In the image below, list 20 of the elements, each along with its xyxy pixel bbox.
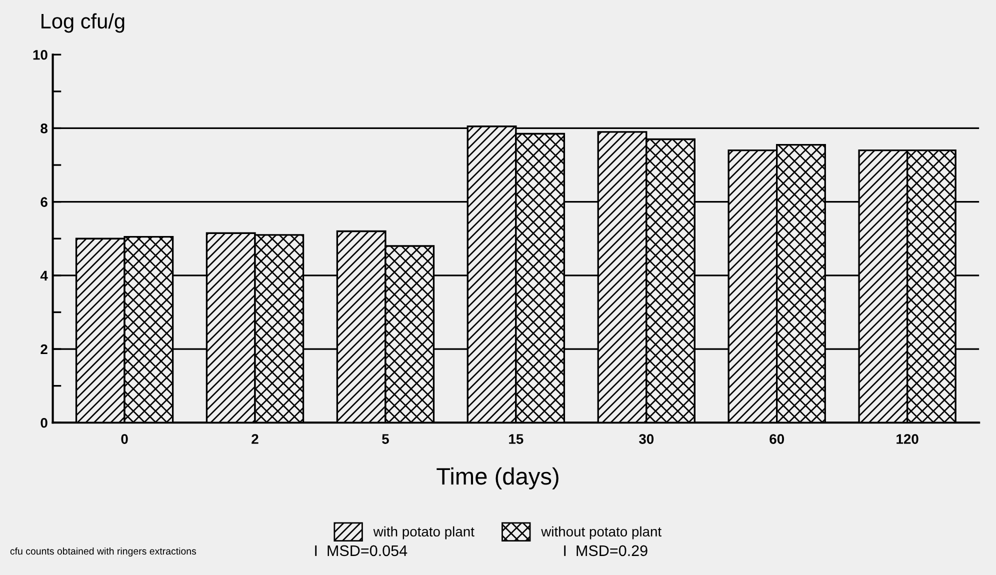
text: cfu counts obtained with ringers extractions <box>10 547 196 557</box>
x-tick-label: 120 <box>896 434 918 444</box>
x-axis-title: Time (days) <box>436 467 558 490</box>
y-tick-label: 10 <box>33 50 48 60</box>
x-tick-label: 60 <box>770 434 784 444</box>
text: I MSD=0.054 <box>315 545 408 556</box>
x-tick-label: 0 <box>121 434 128 444</box>
x-tick-label: 2 <box>252 434 258 444</box>
x-tick-label: 15 <box>509 434 524 444</box>
legend-label: without potato plant <box>541 526 662 540</box>
y-tick-label: 4 <box>40 270 48 280</box>
y-tick-label: 6 <box>40 197 48 207</box>
legend-label: with potato plant <box>373 526 474 540</box>
x-tick-label: 5 <box>382 434 389 444</box>
y-tick-label: 0 <box>40 418 48 428</box>
x-tick-label: 30 <box>638 434 654 444</box>
text: I MSD=0.29 <box>564 545 648 556</box>
y-tick-label: 8 <box>40 124 48 134</box>
y-tick-label: 2 <box>40 344 48 354</box>
y-axis-title: Log cfu/g <box>42 13 124 33</box>
